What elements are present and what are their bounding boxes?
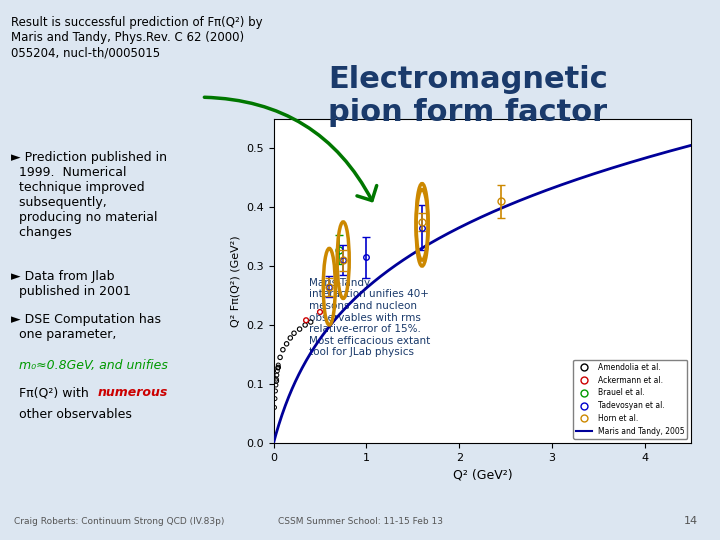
Text: m₀≈0.8GeV, and unifies: m₀≈0.8GeV, and unifies	[11, 359, 168, 372]
Point	[271, 371, 283, 380]
Point	[300, 321, 311, 329]
Point	[270, 387, 282, 395]
Point	[294, 325, 305, 333]
Text: Maris-Tandy
interaction unifies 40+
mesons and nucleon
observables with rms
rela: Maris-Tandy interaction unifies 40+ meso…	[309, 278, 430, 357]
X-axis label: Q² (GeV²): Q² (GeV²)	[453, 468, 512, 481]
Point	[300, 316, 312, 325]
Text: Craig Roberts: Continuum Strong QCD (IV.83p): Craig Roberts: Continuum Strong QCD (IV.…	[14, 517, 225, 526]
Point	[277, 346, 289, 354]
Point	[314, 308, 325, 316]
Point	[270, 381, 282, 389]
Text: numerous: numerous	[97, 386, 168, 399]
Text: CSSM Summer School: 11-15 Feb 13: CSSM Summer School: 11-15 Feb 13	[277, 517, 443, 526]
Text: ► DSE Computation has
  one parameter,: ► DSE Computation has one parameter,	[11, 313, 161, 341]
Point	[274, 353, 286, 362]
Point	[281, 340, 292, 348]
Point	[272, 363, 284, 372]
Text: ► Data from Jlab
  published in 2001: ► Data from Jlab published in 2001	[11, 270, 130, 298]
Text: Electromagnetic
pion form factor: Electromagnetic pion form factor	[328, 65, 608, 127]
Text: 14: 14	[684, 516, 698, 526]
Point	[272, 361, 284, 369]
Text: other observables: other observables	[11, 408, 132, 421]
Text: Fπ(Q²) with: Fπ(Q²) with	[11, 386, 93, 399]
Legend: Amendolia et al., Ackermann et al., Brauel et al., Tadevosyan et al., Horn et al: Amendolia et al., Ackermann et al., Brau…	[573, 360, 688, 439]
Point	[272, 363, 284, 372]
Point	[271, 367, 283, 375]
Point	[288, 329, 300, 338]
Point	[284, 334, 296, 342]
Text: ► Prediction published in
  1999.  Numerical
  technique improved
  subsequently: ► Prediction published in 1999. Numerica…	[11, 151, 167, 239]
Text: Result is successful prediction of Fπ(Q²) by
Maris and Tandy, Phys.Rev. C 62 (20: Result is successful prediction of Fπ(Q²…	[11, 16, 262, 59]
Point	[271, 375, 282, 383]
Point	[269, 403, 280, 412]
Point	[269, 394, 281, 403]
Y-axis label: Q² Fπ(Q²) (GeV²): Q² Fπ(Q²) (GeV²)	[230, 235, 240, 327]
Point	[305, 318, 317, 326]
Point	[271, 376, 282, 385]
